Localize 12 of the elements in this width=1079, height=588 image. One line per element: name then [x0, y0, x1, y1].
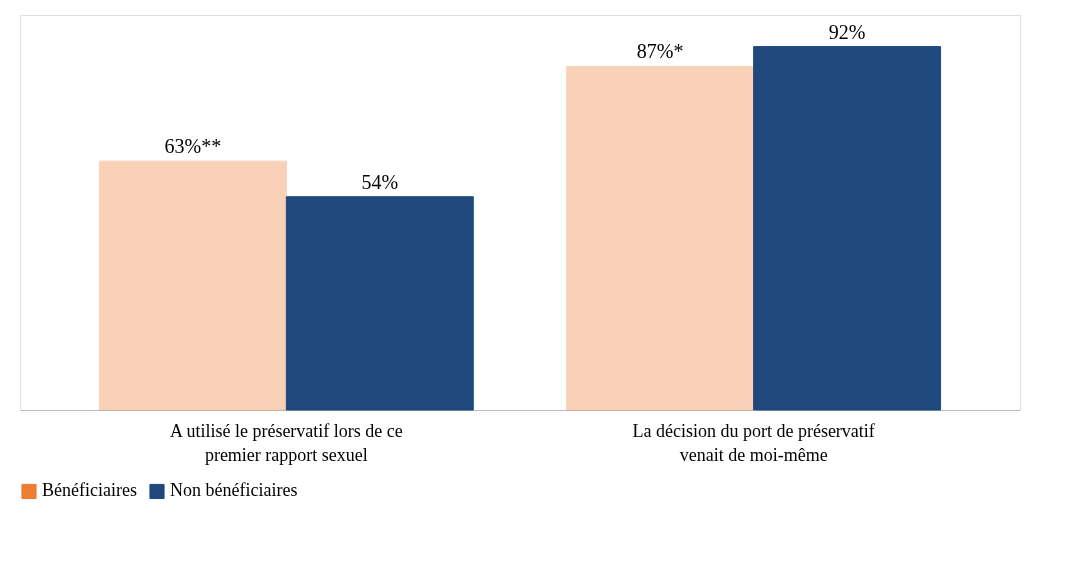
bar: [98, 160, 287, 411]
legend-label: Bénéficiaires: [42, 480, 137, 501]
x-tick-label: La décision du port de préservatif venait de moi-même: [632, 420, 875, 465]
data-label: 63%**: [164, 135, 222, 158]
bar: [566, 65, 755, 411]
data-label: 92%: [828, 20, 866, 43]
bar: [753, 46, 942, 411]
data-label: 54%: [361, 170, 399, 193]
x-tick-label: A utilisé le préservatif lors de ce premier rapport sexuel: [169, 420, 403, 465]
data-label: 87%*: [636, 40, 684, 63]
legend-label: Non bénéficiaires: [170, 480, 298, 501]
bar: [285, 196, 474, 411]
